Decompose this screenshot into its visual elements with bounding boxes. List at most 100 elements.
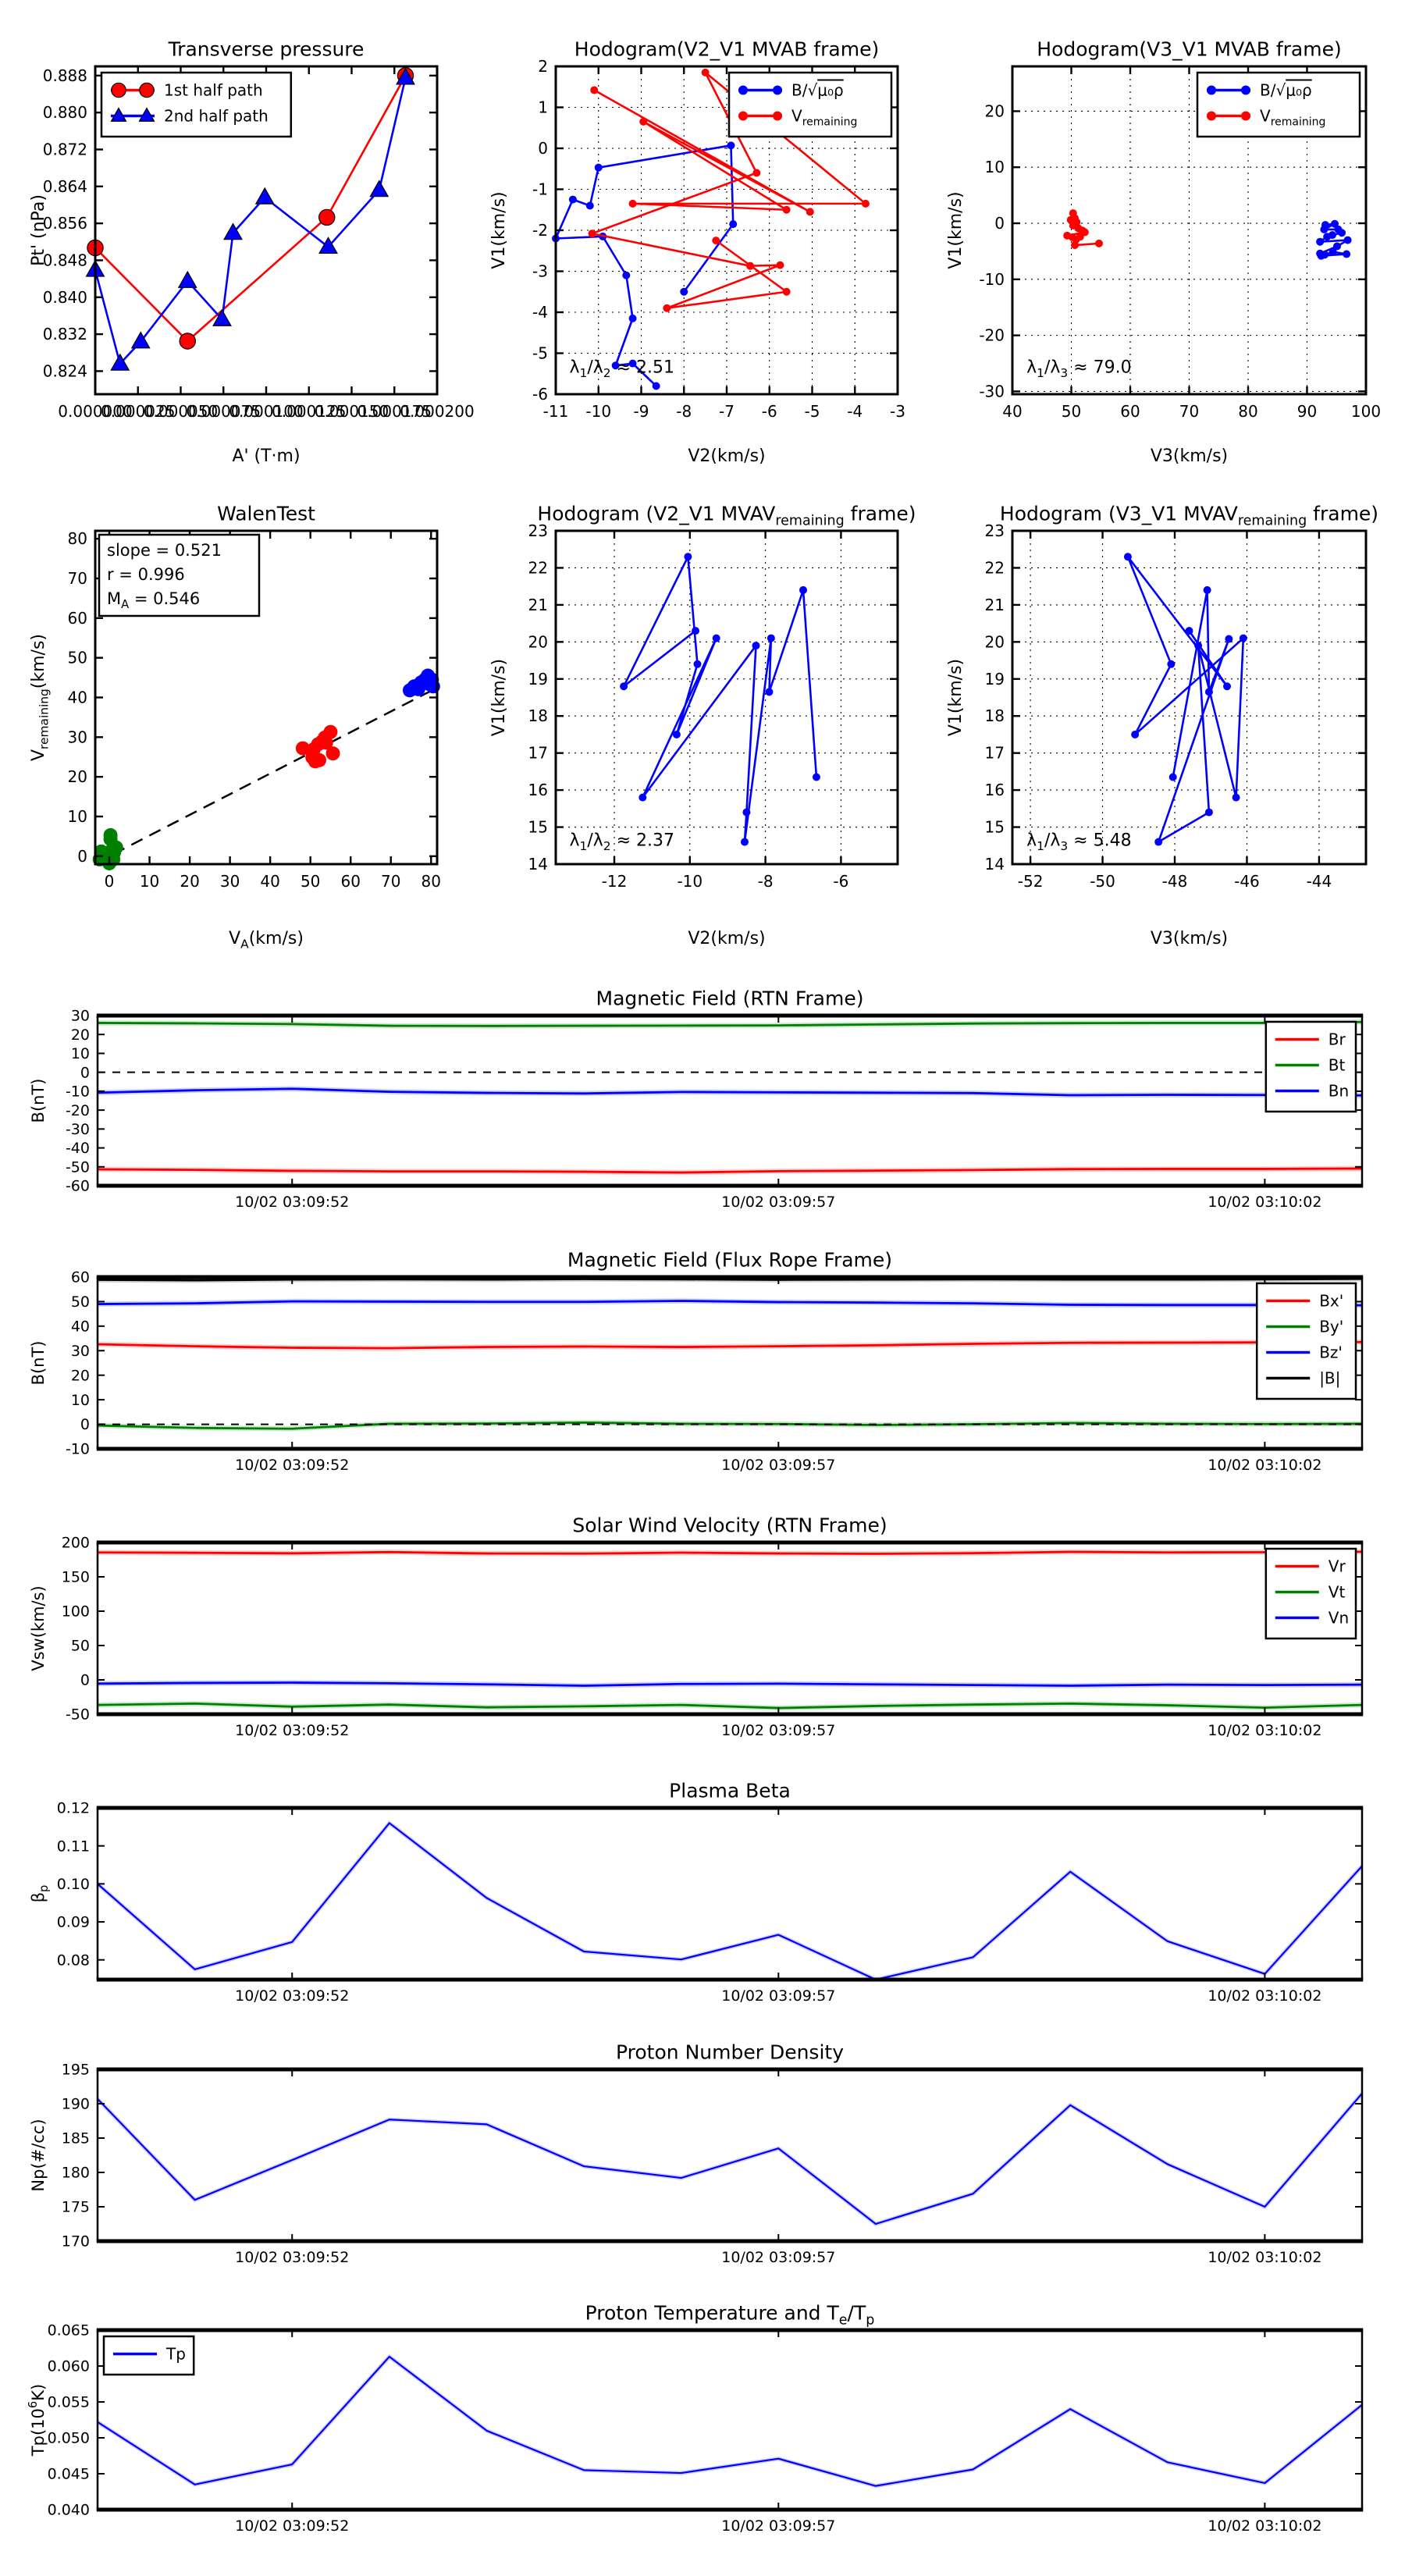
series-line-Vt — [97, 1702, 1363, 1710]
y-tick-label: 15 — [528, 818, 548, 837]
series-line-B/sqrt(mu0 rho) — [554, 144, 735, 387]
x-tick-label: 80 — [422, 872, 441, 891]
transverse-pressure-group: 0.0000000.0000250.0000500.0000750.000100… — [29, 37, 475, 466]
legend-entry-label: Vremaining — [791, 107, 857, 129]
y-tick-label: 19 — [528, 670, 548, 688]
hodogram-v3v1-mvav-group: -52 -50 -48 -46 -44 14 15 16 17 18 19 20 21 22 23Hodog… — [946, 502, 1378, 948]
point-marker — [1241, 85, 1250, 95]
series-line-Np — [97, 2093, 1363, 2226]
point-marker — [622, 271, 631, 279]
x-tick-label: -5 — [805, 402, 820, 421]
y-tick-label: -20 — [66, 1102, 90, 1119]
plasma-beta-group: 10/02 03:09:52 10/02 03:09:57 10/02 03:10:… — [29, 1779, 1364, 2005]
x-tick-label: -8 — [758, 872, 774, 891]
x-tick-label: 0.000025 — [101, 402, 175, 421]
series-line-2nd half path — [94, 77, 407, 365]
y-tick-label: 20 — [528, 632, 548, 651]
y-tick-label: 30 — [68, 728, 87, 746]
x-tick-label: -6 — [762, 402, 777, 421]
legend: Bx' By' Bz' |B| — [1255, 1282, 1357, 1400]
point-marker — [738, 85, 748, 95]
x-tick-label: 10/02 03:09:57 — [721, 1722, 835, 1739]
y-tick-label: 0.055 — [48, 2394, 90, 2411]
point-marker — [776, 261, 784, 269]
y-tick-label: 0.045 — [48, 2466, 90, 2483]
y-axis-label: Pt' (nPa) — [29, 194, 48, 266]
legend-entry-label: Vn — [1329, 1609, 1349, 1628]
point-marker — [628, 359, 637, 368]
legend: Tp — [102, 2335, 195, 2376]
annotation: λ1/λ2 ≈ 2.51 — [570, 358, 674, 380]
chart-title: Magnetic Field (RTN Frame) — [596, 987, 864, 1009]
series-line-Vr — [97, 1550, 1363, 1555]
y-tick-label: -40 — [66, 1140, 90, 1157]
magnetic-field-rtn-group: 10/02 03:09:52 10/02 03:09:57 10/02 03:10:… — [29, 987, 1364, 1211]
x-tick-label: -50 — [1090, 872, 1115, 891]
x-tick-label: 50 — [301, 872, 320, 891]
y-axis-label: Tp(106K) — [27, 2384, 48, 2457]
point-marker — [738, 111, 748, 121]
y-tick-label: 0.856 — [43, 214, 87, 233]
annotation: λ1/λ3 ≈ 79.0 — [1026, 358, 1131, 380]
point-marker — [1223, 682, 1232, 691]
point-marker — [588, 229, 596, 238]
chart-walen-test: 0 10 20 30 40 50 60 70 80 0 10 20 30 40 50 60 70 80 WalenT… — [23, 482, 461, 955]
point-marker — [742, 808, 751, 817]
y-tick-label: 23 — [528, 521, 548, 540]
series-line-Vn — [97, 1681, 1363, 1687]
x-tick-label: -10 — [585, 402, 611, 421]
chart-walen-test-svg: 0 10 20 30 40 50 60 70 80 0 10 20 30 40 50 60 70 80 WalenT… — [29, 502, 441, 951]
hodogram-v3v1-mvab-group: 40 50 60 70 80 90 100 -30 -20 -10 0 10 20 Hodogram(V3… — [946, 37, 1381, 466]
point-marker — [638, 793, 647, 802]
point-marker — [712, 237, 720, 245]
series-line-V path — [1126, 555, 1245, 843]
y-tick-label: 15 — [985, 818, 1005, 837]
point-marker — [746, 262, 755, 270]
x-tick-label: 10/02 03:09:57 — [721, 2249, 835, 2266]
point-marker — [1316, 237, 1325, 246]
y-tick-label: 185 — [62, 2130, 90, 2147]
x-tick-label: -8 — [676, 402, 692, 421]
x-tick-label: 10/02 03:10:02 — [1208, 1722, 1321, 1739]
x-tick-label: 0.000100 — [229, 402, 303, 421]
proton-temperature-group: 10/02 03:09:52 10/02 03:09:57 10/02 03:10:… — [27, 2301, 1364, 2535]
stats-line: MA = 0.546 — [107, 589, 200, 611]
y-tick-label: -20 — [979, 326, 1005, 345]
point-marker — [639, 117, 648, 126]
legend-entry-label: B/√μ₀ρ — [791, 81, 844, 100]
chart-hodogram-v2v1-mvab: -11 -10 -9 -8 -7 -6 -5 -4 -3 -6 -5 -4 -3 -2 -1 0 1 2 Hodog… — [484, 12, 921, 472]
point-marker — [1076, 233, 1084, 241]
y-tick-label: 0.08 — [57, 1952, 90, 1969]
chart-title: Hodogram (V3_V1 MVAVremaining frame) — [1000, 502, 1378, 528]
point-marker — [318, 208, 336, 226]
x-tick-label: 100 — [1351, 402, 1381, 421]
y-tick-label: 0.11 — [57, 1838, 90, 1855]
y-tick-label: 18 — [985, 706, 1005, 725]
y-tick-label: 0.832 — [43, 325, 87, 343]
triangle-marker — [223, 222, 243, 240]
hodogram-v2v1-mvab-group: -11 -10 -9 -8 -7 -6 -5 -4 -3-6-5-4-3-2-1012Hodog… — [489, 37, 905, 466]
x-tick-label: 10/02 03:09:57 — [721, 2517, 835, 2535]
x-tick-label: 0.000000 — [58, 402, 132, 421]
legend: B/√μ₀ρ Vremaining — [727, 71, 893, 138]
y-tick-label: 190 — [62, 2096, 90, 2113]
legend-entry-label: Vt — [1329, 1583, 1346, 1602]
x-tick-label: 30 — [220, 872, 240, 891]
series-line-Br — [97, 1167, 1363, 1174]
point-marker — [672, 730, 681, 738]
point-marker — [1094, 239, 1103, 247]
x-tick-label: 10/02 03:09:57 — [721, 1457, 835, 1474]
series-line-Bz' — [97, 1300, 1363, 1307]
y-tick-label: 0.12 — [57, 1800, 90, 1817]
y-tick-label: 20 — [71, 1367, 90, 1384]
chart-title: Hodogram(V3_V1 MVAB frame) — [1037, 37, 1341, 60]
y-tick-label: -50 — [66, 1158, 90, 1176]
magnetic-field-flux-rope-group: 10/02 03:09:52 10/02 03:09:57 10/02 03:10:… — [29, 1248, 1364, 1474]
triangle-marker — [138, 107, 155, 122]
y-axis-label: V1(km/s) — [489, 191, 509, 269]
chart-solar-wind-velocity: 10/02 03:09:52 10/02 03:09:57 10/02 03:10:… — [23, 1497, 1397, 1755]
point-marker — [652, 382, 660, 390]
point-marker — [590, 86, 599, 94]
x-tick-label: 20 — [180, 872, 199, 891]
